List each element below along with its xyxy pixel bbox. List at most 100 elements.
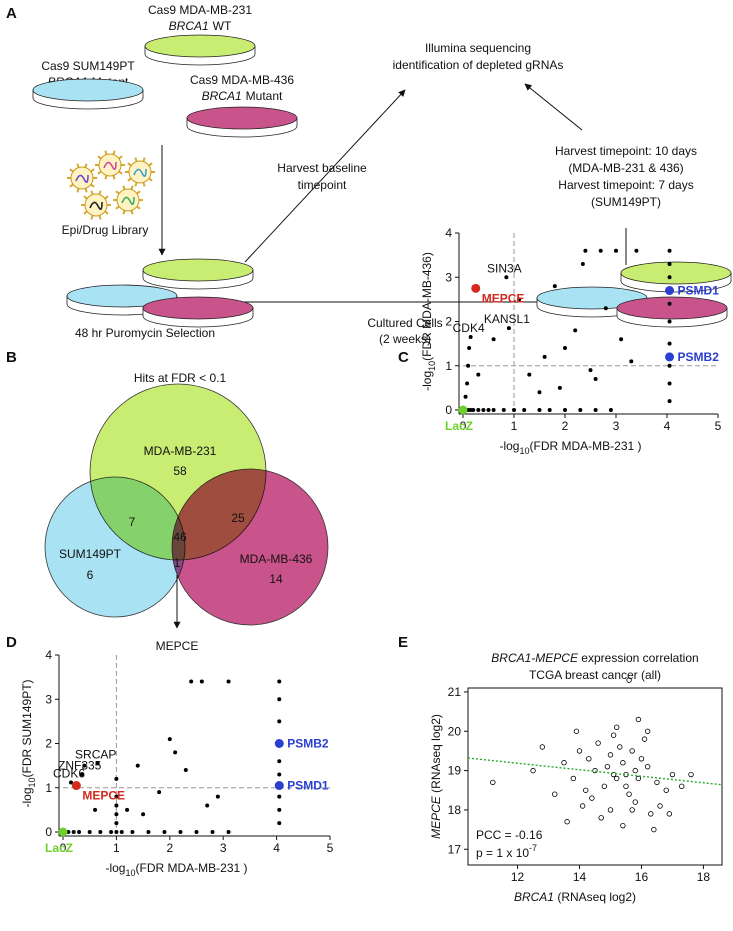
cell-line: Cas9 SUM149PT	[41, 59, 135, 73]
point	[667, 261, 672, 266]
point	[667, 399, 672, 404]
point	[667, 363, 672, 368]
point	[210, 830, 215, 834]
point	[157, 790, 162, 795]
dish-top	[620, 261, 732, 285]
y-tick-label: 3	[45, 692, 52, 706]
point	[277, 759, 282, 764]
point	[667, 248, 672, 253]
point	[130, 830, 135, 834]
point	[522, 408, 527, 412]
point	[579, 803, 586, 809]
point	[588, 368, 593, 373]
point	[663, 787, 669, 793]
labeled-point	[95, 761, 100, 766]
label-part: -log	[499, 439, 519, 453]
point	[114, 821, 119, 826]
point	[563, 346, 567, 351]
point	[604, 763, 611, 770]
dish	[620, 261, 732, 293]
point	[632, 799, 638, 805]
title-part: BRCA1-MEPCE	[491, 651, 579, 665]
virus-spike	[83, 210, 88, 215]
point	[586, 756, 592, 762]
gene-label: SRCAP	[75, 747, 116, 761]
point	[114, 812, 119, 817]
virus-spike	[134, 157, 138, 162]
y-tick-label: 18	[448, 803, 462, 817]
point	[471, 408, 476, 412]
point	[580, 261, 585, 266]
baseline-label: Harvest baseline	[277, 161, 367, 175]
point	[635, 716, 642, 723]
point	[563, 408, 567, 412]
point	[564, 819, 570, 825]
point	[669, 771, 676, 778]
dish	[144, 34, 256, 66]
labeled-point	[506, 326, 511, 331]
x-tick-label: 18	[697, 870, 711, 884]
point	[71, 830, 76, 834]
venn-title: Hits at FDR < 0.1	[134, 371, 227, 385]
gene-label: CDK4	[453, 321, 485, 335]
gene: BRCA1	[169, 19, 209, 33]
point	[623, 783, 629, 790]
virus-spike	[142, 157, 146, 162]
point	[277, 807, 282, 812]
y-tick-label: 1	[45, 781, 52, 795]
y-tick-label: 19	[448, 764, 462, 778]
overlap-count: 25	[231, 511, 245, 525]
label-part: p = 1 x 10	[476, 846, 529, 860]
y-tick-label: 1	[445, 359, 452, 373]
plot-frame	[467, 687, 723, 866]
status: WT	[213, 19, 232, 33]
point	[463, 394, 468, 399]
set-count: 6	[87, 568, 94, 582]
point	[114, 803, 119, 808]
callout: MEPCE	[156, 639, 199, 653]
highlight-point	[458, 405, 468, 415]
point	[491, 408, 496, 412]
point	[467, 346, 472, 351]
virus-spike	[84, 188, 88, 193]
point	[517, 297, 522, 302]
point	[667, 301, 672, 306]
virus-body	[84, 193, 108, 217]
label-part: PCC = -0.16	[476, 828, 543, 842]
virus-spike	[115, 205, 120, 210]
gene-label: CDK6	[53, 766, 85, 780]
label-part: 10	[427, 361, 437, 371]
chart-title: BRCA1-MEPCE expression correlation	[491, 651, 698, 665]
baseline-label: timepoint	[298, 178, 347, 192]
virus-spike	[76, 163, 80, 168]
panel-letter: D	[6, 634, 17, 651]
x-tick-label: 0	[60, 841, 67, 855]
cell-line: Cas9 MDA-MB-231	[148, 3, 252, 17]
virus-spike	[69, 168, 74, 173]
y-tick-label: 17	[448, 842, 462, 856]
point	[620, 760, 626, 766]
point	[98, 830, 103, 834]
point	[114, 794, 119, 799]
gene-label: SIN3A	[487, 261, 522, 275]
point	[607, 807, 614, 813]
virus-spike	[98, 190, 102, 195]
point	[167, 737, 172, 742]
point	[527, 372, 532, 377]
point	[539, 744, 546, 750]
virus-spike	[97, 170, 102, 175]
label-part: 10	[519, 446, 529, 456]
y-tick-label: 4	[445, 226, 452, 240]
virus-icon	[81, 190, 111, 220]
point	[654, 779, 660, 786]
point	[644, 728, 651, 734]
venn-circle	[171, 468, 329, 626]
point	[552, 791, 558, 797]
axis-label: -log10(FDR MDA-MB-231 )	[499, 439, 641, 456]
label-part: (FDR MDA-MB-231 )	[530, 439, 642, 453]
virus-rna	[133, 168, 147, 177]
point	[666, 811, 673, 817]
point	[277, 719, 282, 724]
virus-spike	[97, 155, 102, 160]
point	[141, 812, 146, 817]
